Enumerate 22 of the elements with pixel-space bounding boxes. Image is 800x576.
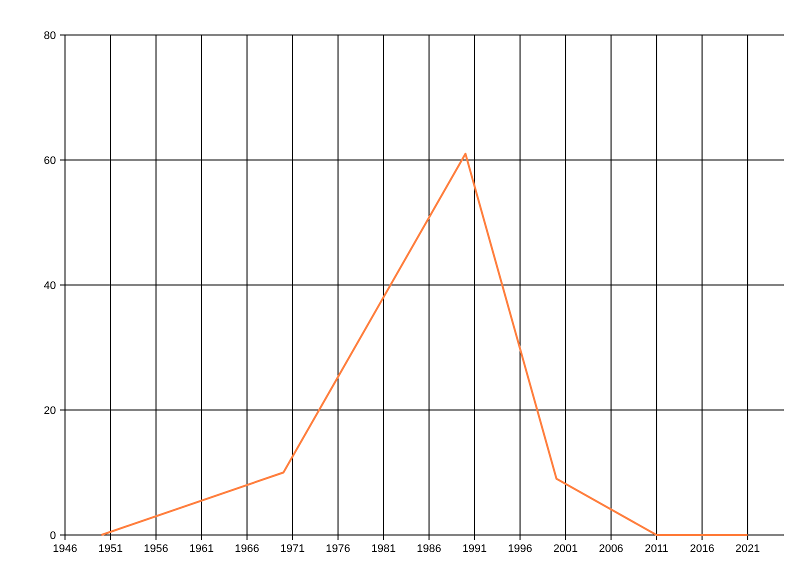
x-tick-label: 1956 (144, 543, 168, 555)
x-tick-label: 1981 (371, 543, 396, 555)
y-tick-label: 0 (50, 530, 56, 542)
y-tick-label: 60 (44, 155, 56, 167)
line-series (100, 152, 749, 536)
x-tick-label: 2006 (598, 543, 624, 555)
y-tick-label: 20 (44, 405, 56, 417)
x-tick-label: 2011 (644, 543, 668, 555)
x-tick-label: 2021 (735, 543, 760, 555)
x-tick-label: 1966 (234, 543, 260, 555)
x-tick-label: 1986 (416, 543, 442, 555)
y-tick-label: 80 (44, 30, 56, 42)
x-tick-label: 1996 (508, 543, 532, 555)
x-tick-label: 1971 (280, 543, 305, 555)
x-tick-label: 1951 (98, 543, 123, 555)
x-tick-label: 2016 (690, 543, 714, 555)
x-tick-label: 2001 (553, 543, 578, 555)
x-tick-label: 1976 (326, 543, 350, 555)
x-tick-label: 1946 (52, 543, 78, 555)
y-tick-label: 40 (44, 280, 56, 292)
x-tick-label: 1961 (189, 543, 214, 555)
x-tick-label: 1991 (462, 543, 487, 555)
